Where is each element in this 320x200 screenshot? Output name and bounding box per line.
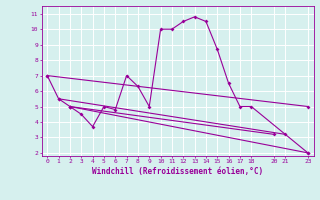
X-axis label: Windchill (Refroidissement éolien,°C): Windchill (Refroidissement éolien,°C) bbox=[92, 167, 263, 176]
